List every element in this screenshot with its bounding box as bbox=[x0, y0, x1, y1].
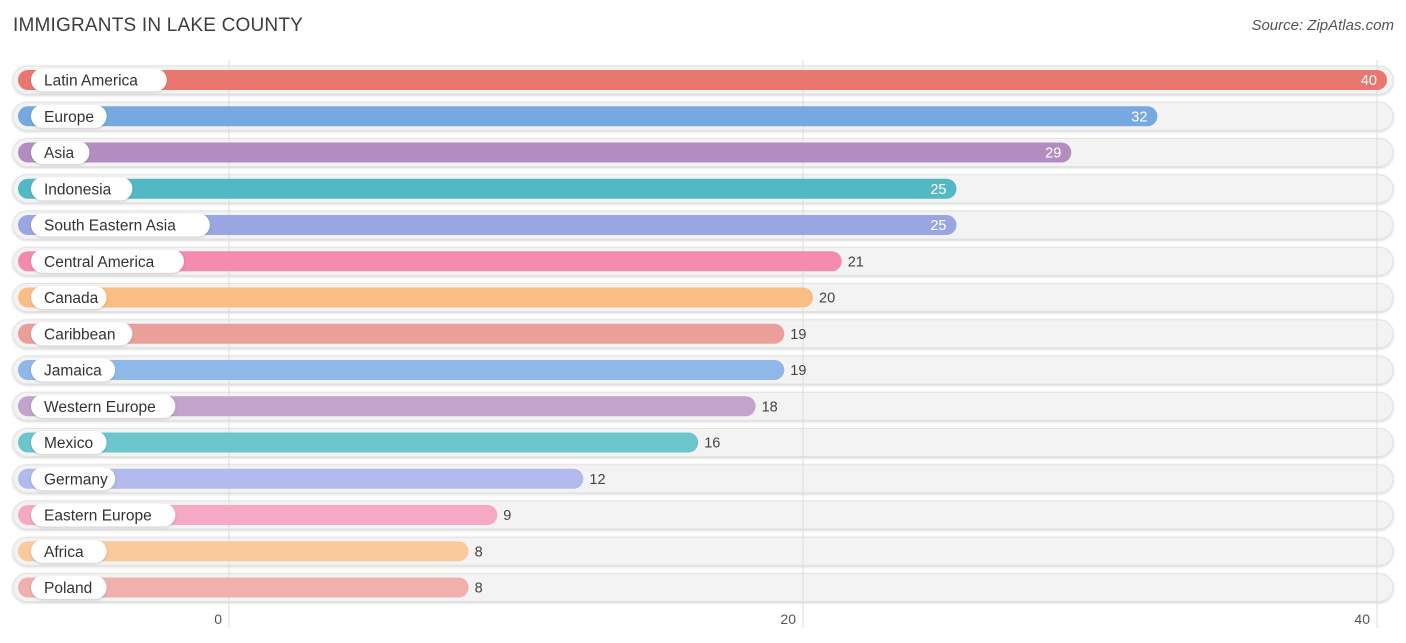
category-label: Mexico bbox=[44, 435, 93, 452]
bar-row: Western Europe 18 bbox=[18, 394, 778, 418]
category-label-pill bbox=[31, 539, 107, 563]
category-label-pill bbox=[31, 503, 176, 527]
bar[interactable] bbox=[18, 215, 957, 235]
value-label: 19 bbox=[790, 363, 806, 379]
source-label: Source: ZipAtlas.com bbox=[1251, 17, 1394, 34]
bar-row: Poland 8 bbox=[18, 576, 483, 599]
value-label: 40 bbox=[1361, 73, 1377, 89]
category-label: Western Europe bbox=[44, 399, 156, 416]
category-label: Jamaica bbox=[44, 363, 102, 380]
x-tick-label: 40 bbox=[1354, 611, 1370, 627]
bar[interactable] bbox=[18, 178, 957, 199]
category-label: Europe bbox=[44, 109, 94, 126]
value-label: 18 bbox=[762, 399, 778, 415]
bar-row: Europe 32 bbox=[18, 104, 1158, 128]
bar-row: Caribbean 19 bbox=[18, 322, 806, 346]
category-label: Africa bbox=[44, 544, 84, 561]
bar[interactable] bbox=[18, 70, 1387, 90]
category-label: Asia bbox=[44, 145, 75, 162]
category-label: Latin America bbox=[44, 73, 138, 90]
value-label: 29 bbox=[1045, 146, 1061, 162]
category-label-pill bbox=[31, 322, 133, 346]
bar[interactable] bbox=[18, 287, 813, 308]
bar-row: Jamaica 19 bbox=[18, 358, 806, 382]
category-label-pill bbox=[31, 286, 107, 309]
category-label: Indonesia bbox=[44, 181, 112, 198]
category-label: Eastern Europe bbox=[44, 508, 152, 525]
bar-row: Germany 12 bbox=[18, 467, 606, 491]
bar-row: Eastern Europe 9 bbox=[18, 503, 511, 527]
category-label: Central America bbox=[44, 254, 155, 271]
value-label: 32 bbox=[1131, 109, 1147, 125]
category-label: Caribbean bbox=[44, 326, 116, 343]
bar-row: Indonesia 25 bbox=[18, 177, 957, 201]
x-tick-label: 0 bbox=[214, 611, 222, 627]
bar[interactable] bbox=[18, 541, 469, 562]
category-label-pill bbox=[31, 358, 116, 382]
bar[interactable] bbox=[18, 432, 699, 453]
bar-row: Mexico 16 bbox=[18, 431, 720, 454]
category-label-pill bbox=[31, 467, 116, 491]
bar[interactable] bbox=[18, 323, 785, 344]
bar-row: South Eastern Asia 25 bbox=[18, 213, 957, 237]
category-label: Germany bbox=[44, 471, 108, 488]
x-tick-label: 20 bbox=[780, 611, 796, 627]
value-label: 19 bbox=[790, 327, 806, 343]
bar-row: Africa 8 bbox=[18, 539, 483, 563]
bar-row: Canada 20 bbox=[18, 286, 835, 309]
x-axis: 0 20 40 bbox=[214, 611, 1370, 627]
bar[interactable] bbox=[18, 360, 785, 380]
value-label: 25 bbox=[930, 182, 946, 198]
category-label-pill bbox=[31, 249, 184, 273]
category-label-pill bbox=[31, 431, 107, 454]
category-label-pill bbox=[31, 394, 176, 418]
category-label-pill bbox=[31, 177, 133, 201]
bars: Latin America 40 Europe 32 Asia 29 Indonesia 25… bbox=[18, 68, 1387, 599]
category-label: South Eastern Asia bbox=[44, 218, 176, 235]
value-label: 9 bbox=[503, 508, 511, 524]
category-label: Canada bbox=[44, 290, 99, 307]
category-label: Poland bbox=[44, 580, 92, 597]
value-label: 12 bbox=[589, 472, 605, 488]
category-label-pill bbox=[31, 141, 90, 164]
bar[interactable] bbox=[18, 396, 756, 417]
bar[interactable] bbox=[18, 142, 1072, 163]
bar-row: Asia 29 bbox=[18, 141, 1072, 164]
category-label-pill bbox=[31, 576, 107, 599]
value-label: 20 bbox=[819, 291, 835, 307]
value-label: 25 bbox=[930, 218, 946, 234]
bar[interactable] bbox=[18, 106, 1158, 127]
category-label-pill bbox=[31, 68, 167, 92]
value-label: 16 bbox=[704, 436, 720, 452]
bar[interactable] bbox=[18, 468, 584, 489]
bar[interactable] bbox=[18, 577, 469, 598]
chart-title: IMMIGRANTS IN LAKE COUNTY bbox=[13, 15, 304, 36]
value-label: 8 bbox=[475, 544, 483, 560]
category-label-pill bbox=[31, 104, 107, 128]
bar-row: Central America 21 bbox=[18, 249, 864, 273]
bar[interactable] bbox=[18, 251, 842, 272]
value-label: 21 bbox=[848, 254, 864, 270]
category-label-pill bbox=[31, 213, 210, 237]
bar-row: Latin America 40 bbox=[18, 68, 1387, 92]
value-label: 8 bbox=[475, 581, 483, 597]
